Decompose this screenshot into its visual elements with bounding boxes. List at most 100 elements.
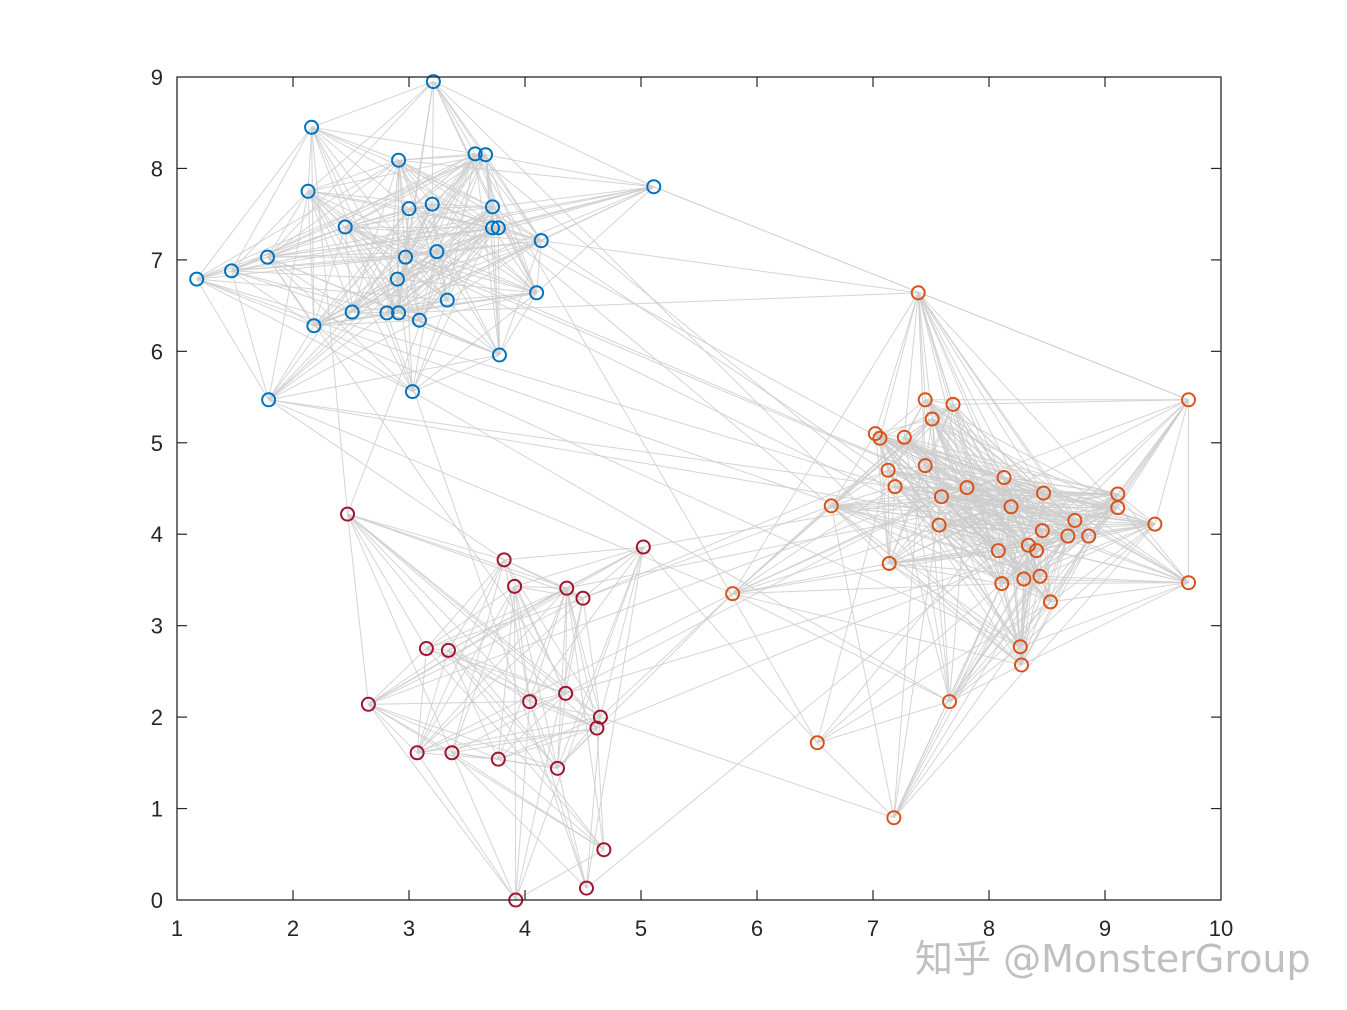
graph-edge xyxy=(1020,545,1029,666)
node-marker-cluster-2 xyxy=(1032,568,1048,584)
graph-edge xyxy=(917,292,1076,521)
graph-edge xyxy=(1023,578,1189,584)
graph-edge xyxy=(831,505,1075,522)
graph-edge xyxy=(231,186,654,272)
graph-edge xyxy=(344,159,399,228)
graph-edge xyxy=(541,240,919,294)
node-marker-cluster-1 xyxy=(404,384,420,400)
node-marker-cluster-2 xyxy=(725,586,741,602)
graph-edge xyxy=(503,559,584,599)
graph-edge xyxy=(231,227,499,272)
graph-edge xyxy=(831,505,999,552)
graph-edge xyxy=(529,546,644,702)
graph-edge xyxy=(451,692,566,754)
graph-edge xyxy=(887,469,968,489)
node-marker-cluster-2 xyxy=(872,430,888,446)
graph-edge xyxy=(347,513,601,718)
graph-edge xyxy=(398,159,654,188)
graph-edge xyxy=(408,208,537,294)
node-marker-cluster-1 xyxy=(411,312,427,328)
graph-edge xyxy=(888,486,896,564)
graph-edge xyxy=(831,493,1118,507)
graph-edge xyxy=(416,593,733,754)
node-marker-cluster-2 xyxy=(990,543,1006,559)
graph-edge xyxy=(268,311,353,401)
node-marker-cluster-3 xyxy=(596,842,612,858)
node-marker-cluster-3 xyxy=(575,590,591,606)
graph-edge xyxy=(397,251,438,280)
node-marker-cluster-3 xyxy=(360,696,376,712)
graph-edge xyxy=(566,588,598,729)
node-marker-cluster-2 xyxy=(1067,513,1083,529)
graph-edge xyxy=(1019,535,1069,647)
graph-edge xyxy=(1042,399,1189,531)
graph-edge xyxy=(412,354,500,393)
graph-edge xyxy=(515,849,605,901)
graph-edge xyxy=(498,758,558,769)
graph-edge xyxy=(426,648,449,651)
x-axis-ticks: 1 2 3 4 5 6 7 8 9 10 xyxy=(171,77,1233,941)
node-marker-cluster-2 xyxy=(994,576,1010,592)
node-marker-cluster-2 xyxy=(1081,528,1097,544)
graph-edge xyxy=(565,535,1089,694)
graph-edge xyxy=(313,325,413,392)
graph-edge xyxy=(939,520,1075,526)
graph-edge xyxy=(556,588,568,769)
graph-edge xyxy=(412,292,537,392)
node-marker-cluster-2 xyxy=(809,735,825,751)
graph-edge xyxy=(426,585,515,649)
graph-edge xyxy=(879,399,926,439)
graph-edge xyxy=(432,81,538,294)
graph-edge xyxy=(1004,477,1118,495)
graph-edge xyxy=(347,513,567,589)
graph-edge xyxy=(485,154,538,293)
node-marker-cluster-1 xyxy=(300,183,316,199)
graph-edge xyxy=(1043,492,1189,584)
graph-edge xyxy=(405,256,999,552)
node-marker-cluster-1 xyxy=(646,179,662,195)
graph-edge xyxy=(196,278,896,488)
graph-edge xyxy=(582,469,889,599)
graph-edge xyxy=(732,583,1002,595)
graph-edge xyxy=(412,227,493,392)
x-tick-label: 2 xyxy=(287,916,299,941)
graph-edge xyxy=(1021,582,1189,666)
graph-edge xyxy=(368,701,530,705)
graph-edge xyxy=(268,319,420,401)
graph-edge xyxy=(732,562,890,595)
node-marker-cluster-2 xyxy=(917,458,933,474)
graph-edge xyxy=(894,486,951,702)
x-tick-label: 1 xyxy=(171,916,183,941)
x-tick-label: 10 xyxy=(1209,916,1233,941)
graph-edge xyxy=(887,404,954,471)
graph-edge xyxy=(268,325,315,401)
x-tick-label: 7 xyxy=(867,916,879,941)
graph-edge xyxy=(419,319,500,356)
graph-edge xyxy=(268,206,493,401)
graph-edge xyxy=(268,399,1043,532)
graph-edge xyxy=(347,513,598,729)
node-marker-cluster-2 xyxy=(910,285,926,301)
node-marker-cluster-1 xyxy=(424,196,440,212)
node-marker-cluster-1 xyxy=(478,147,494,163)
graph-edge xyxy=(416,752,517,901)
graph-edge xyxy=(397,278,537,294)
graph-edge xyxy=(1021,535,1090,666)
graph-edge xyxy=(949,487,968,702)
graph-edge xyxy=(196,278,413,393)
graph-edge xyxy=(405,186,654,258)
graph-edge xyxy=(565,496,942,694)
node-marker-cluster-3 xyxy=(490,751,506,767)
graph-edge xyxy=(582,598,601,718)
node-marker-cluster-2 xyxy=(945,396,961,412)
graph-edge xyxy=(475,153,486,156)
graph-edge xyxy=(426,648,605,851)
graph-edge xyxy=(351,208,410,313)
graph-edge xyxy=(894,437,905,487)
graph-edge xyxy=(268,399,505,561)
node-marker-cluster-3 xyxy=(340,506,356,522)
graph-edge xyxy=(1039,530,1043,577)
y-tick-label: 9 xyxy=(151,65,163,90)
graph-edge xyxy=(931,418,1005,478)
